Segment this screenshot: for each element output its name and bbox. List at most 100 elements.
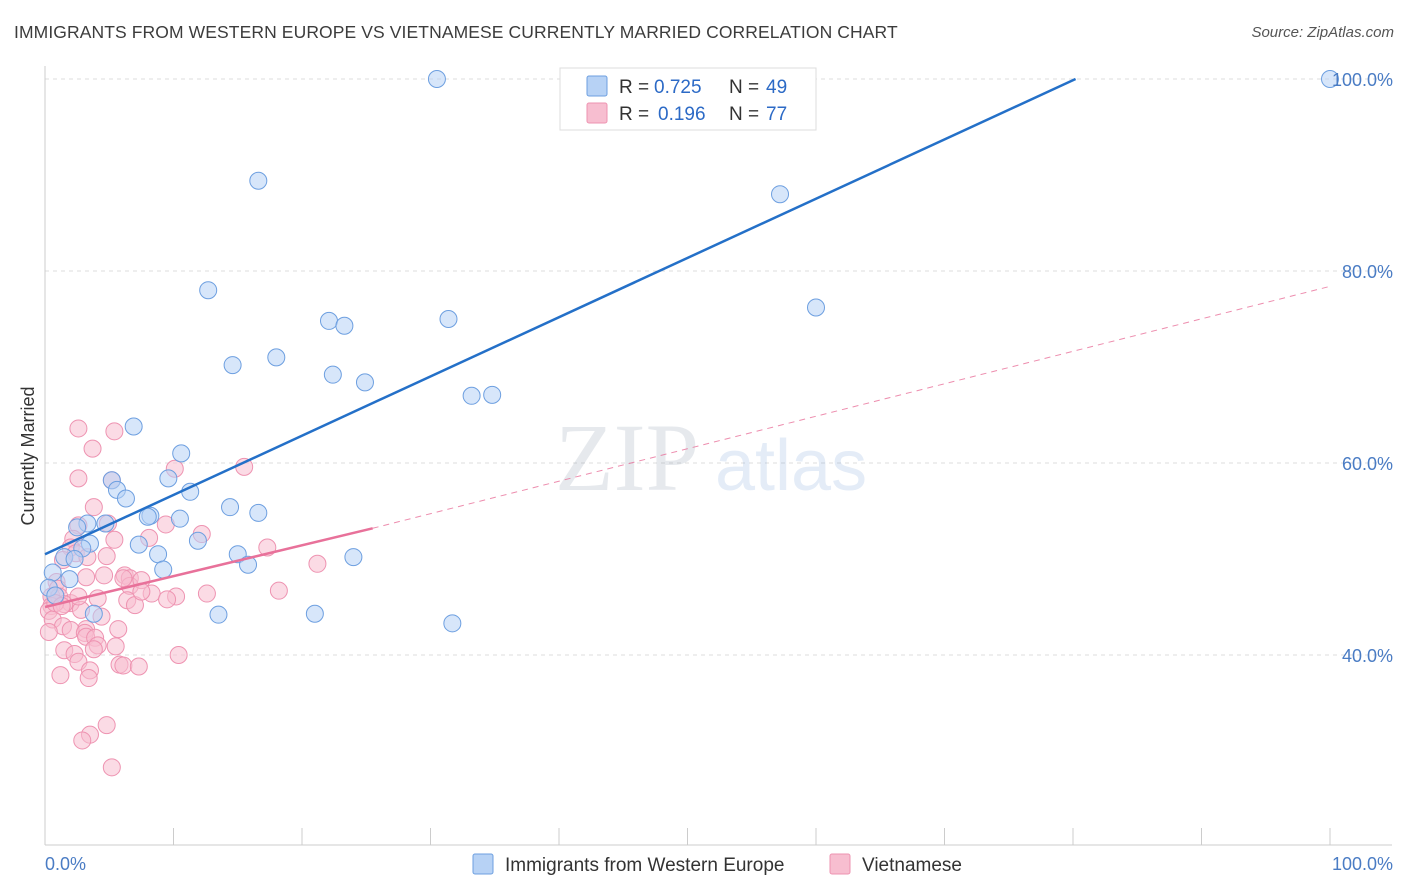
point-vietnamese — [106, 637, 125, 656]
point-vietnamese — [269, 581, 288, 600]
legend-pink-n-label: N = — [729, 104, 759, 125]
legend-pink-n-value: 77 — [766, 104, 787, 125]
legend-blue-swatch — [586, 75, 608, 97]
point-western-europe — [305, 604, 324, 623]
x-tick-label: 0.0% — [45, 854, 86, 874]
y-tick-label: 100.0% — [1332, 70, 1393, 90]
point-vietnamese — [114, 569, 133, 588]
point-vietnamese — [83, 439, 102, 458]
point-vietnamese — [79, 669, 98, 688]
point-western-europe — [46, 586, 65, 605]
point-western-europe — [172, 444, 191, 463]
point-western-europe — [199, 281, 218, 300]
bottom-legend: Immigrants from Western Europe Vietnames… — [472, 853, 962, 876]
point-vietnamese — [69, 419, 88, 438]
point-western-europe — [462, 386, 481, 405]
chart-source: Source: ZipAtlas.com — [1251, 24, 1394, 41]
point-western-europe — [68, 518, 87, 537]
y-axis-label: Currently Married — [18, 386, 38, 525]
point-vietnamese — [39, 622, 58, 641]
point-vietnamese — [84, 498, 103, 517]
point-vietnamese — [129, 657, 148, 676]
watermark: ZIP atlas — [555, 404, 867, 511]
point-western-europe — [188, 531, 207, 550]
point-western-europe — [319, 311, 338, 330]
point-vietnamese — [109, 620, 128, 639]
point-western-europe — [116, 489, 135, 508]
legend-blue-n-value: 49 — [766, 77, 787, 98]
legend-pink-r-label: R = — [619, 104, 649, 125]
point-western-europe — [154, 560, 173, 579]
trend-line-western-europe — [44, 77, 1077, 556]
point-vietnamese — [69, 469, 88, 488]
point-western-europe — [1321, 70, 1339, 88]
grid-layer — [44, 78, 1392, 845]
point-western-europe — [223, 356, 242, 375]
bottom-legend-blue-swatch — [472, 853, 494, 875]
point-western-europe — [439, 310, 458, 328]
point-vietnamese — [169, 646, 188, 664]
point-vietnamese — [51, 666, 70, 685]
legend-blue-n-label: N = — [729, 77, 759, 98]
point-vietnamese — [77, 568, 96, 587]
point-vietnamese — [105, 422, 124, 441]
axis-layer — [44, 66, 1392, 846]
point-vietnamese — [97, 716, 116, 735]
point-western-europe — [159, 469, 178, 488]
point-western-europe — [771, 185, 790, 204]
legend-box: R = 0.725 N = 49 R = 0.196 N = 77 — [559, 67, 817, 131]
trend-layer — [44, 77, 1331, 609]
point-vietnamese — [95, 566, 114, 585]
point-western-europe — [170, 509, 189, 528]
point-western-europe — [355, 373, 374, 392]
point-western-europe — [84, 604, 103, 623]
point-western-europe — [138, 507, 157, 526]
point-western-europe — [60, 570, 79, 589]
trend-line-vietnamese — [44, 527, 373, 609]
point-western-europe — [209, 605, 228, 624]
x-tick-label: 100.0% — [1332, 854, 1393, 874]
point-western-europe — [43, 563, 62, 582]
blue-series — [39, 70, 1339, 633]
point-western-europe — [344, 548, 363, 567]
bottom-legend-blue-label: Immigrants from Western Europe — [505, 855, 784, 876]
point-western-europe — [483, 385, 502, 404]
point-vietnamese — [84, 640, 103, 659]
point-western-europe — [149, 545, 168, 564]
chart-title: IMMIGRANTS FROM WESTERN EUROPE VS VIETNA… — [14, 22, 898, 42]
point-vietnamese — [197, 584, 216, 603]
point-western-europe — [65, 550, 84, 568]
point-western-europe — [427, 70, 446, 88]
point-vietnamese — [102, 758, 121, 777]
legend-blue-r-value: 0.725 — [654, 77, 702, 98]
tick-label-layer: 40.0% 60.0% 80.0% 100.0% 0.0% 100.0% — [45, 70, 1393, 874]
pink-series — [39, 419, 327, 777]
legend-pink-r-value: 0.196 — [658, 104, 706, 125]
point-western-europe — [323, 365, 342, 384]
watermark-zip: ZIP — [555, 404, 699, 511]
point-western-europe — [249, 503, 268, 522]
point-western-europe — [807, 298, 825, 317]
point-western-europe — [267, 348, 286, 367]
point-vietnamese — [73, 731, 92, 750]
legend-pink-swatch — [586, 102, 608, 124]
y-tick-label: 60.0% — [1342, 454, 1393, 474]
y-tick-label: 80.0% — [1342, 262, 1393, 282]
point-western-europe — [335, 316, 354, 335]
bottom-legend-pink-swatch — [829, 853, 851, 875]
point-vietnamese — [158, 590, 177, 609]
point-vietnamese — [114, 656, 133, 675]
point-vietnamese — [105, 530, 124, 549]
legend-blue-r-label: R = — [619, 77, 649, 98]
point-vietnamese — [97, 547, 116, 566]
point-western-europe — [249, 171, 268, 190]
point-vietnamese — [308, 554, 327, 573]
point-western-europe — [221, 498, 240, 517]
point-western-europe — [129, 535, 148, 554]
point-western-europe — [124, 417, 143, 436]
bottom-legend-pink-label: Vietnamese — [862, 855, 962, 876]
point-western-europe — [443, 614, 462, 633]
y-tick-label: 40.0% — [1342, 646, 1393, 666]
watermark-atlas: atlas — [715, 426, 867, 506]
